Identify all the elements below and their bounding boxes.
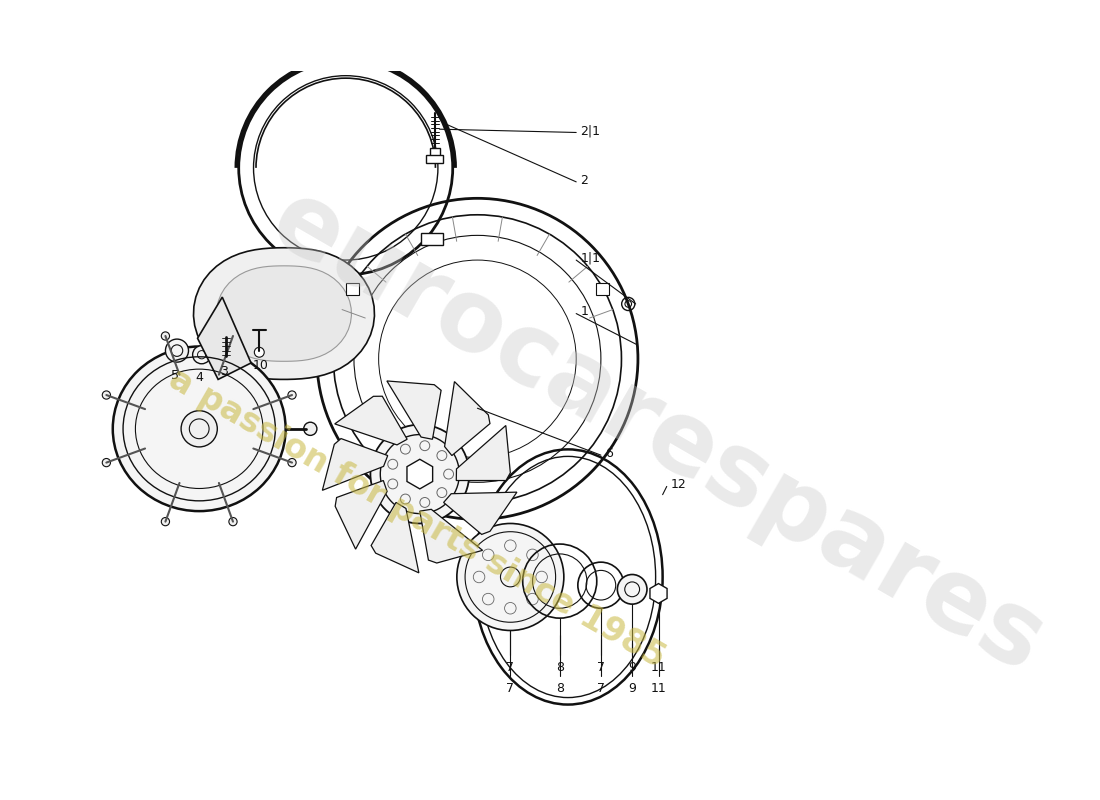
Text: 2|1: 2|1 bbox=[581, 124, 601, 138]
Circle shape bbox=[229, 332, 238, 340]
Text: 11: 11 bbox=[650, 661, 667, 674]
Polygon shape bbox=[427, 154, 443, 163]
Text: 10: 10 bbox=[253, 359, 268, 372]
Text: 2: 2 bbox=[581, 174, 589, 186]
Polygon shape bbox=[387, 381, 441, 439]
Polygon shape bbox=[198, 297, 251, 379]
Text: 7: 7 bbox=[506, 682, 515, 694]
Circle shape bbox=[162, 518, 169, 526]
Polygon shape bbox=[443, 492, 517, 534]
Text: 7: 7 bbox=[597, 682, 605, 694]
Text: 11: 11 bbox=[650, 682, 667, 694]
Text: 12: 12 bbox=[671, 478, 686, 491]
Polygon shape bbox=[407, 459, 432, 489]
Polygon shape bbox=[650, 583, 667, 603]
Circle shape bbox=[221, 352, 232, 364]
Polygon shape bbox=[420, 510, 483, 563]
Circle shape bbox=[229, 518, 238, 526]
Circle shape bbox=[102, 458, 110, 466]
Polygon shape bbox=[430, 148, 440, 158]
Circle shape bbox=[288, 458, 296, 466]
Text: eurocarespares: eurocarespares bbox=[253, 172, 1060, 694]
Text: 9: 9 bbox=[628, 682, 636, 694]
Polygon shape bbox=[336, 481, 387, 549]
Polygon shape bbox=[194, 248, 374, 379]
Circle shape bbox=[162, 332, 169, 340]
Polygon shape bbox=[334, 396, 407, 445]
Text: 7: 7 bbox=[597, 661, 605, 674]
Circle shape bbox=[165, 339, 188, 362]
Text: 9: 9 bbox=[628, 661, 636, 674]
Polygon shape bbox=[346, 282, 360, 295]
Polygon shape bbox=[595, 282, 608, 295]
Polygon shape bbox=[217, 266, 351, 362]
Text: 4: 4 bbox=[196, 371, 204, 384]
Text: 1: 1 bbox=[581, 306, 589, 318]
Text: a passion for parts since 1985: a passion for parts since 1985 bbox=[163, 362, 671, 674]
Circle shape bbox=[617, 574, 647, 604]
Circle shape bbox=[288, 391, 296, 399]
Text: 5: 5 bbox=[170, 369, 178, 382]
Text: 7: 7 bbox=[506, 661, 515, 674]
Text: 8: 8 bbox=[556, 661, 563, 674]
Text: 1|1: 1|1 bbox=[581, 252, 601, 265]
Text: 8: 8 bbox=[556, 682, 563, 694]
Text: 6: 6 bbox=[605, 447, 613, 460]
Ellipse shape bbox=[113, 346, 286, 511]
Polygon shape bbox=[371, 502, 419, 573]
Circle shape bbox=[102, 391, 110, 399]
Circle shape bbox=[304, 422, 317, 435]
Circle shape bbox=[182, 410, 218, 447]
Circle shape bbox=[456, 523, 564, 630]
Polygon shape bbox=[421, 234, 442, 245]
Circle shape bbox=[192, 346, 211, 364]
Circle shape bbox=[371, 425, 470, 523]
Polygon shape bbox=[322, 438, 387, 490]
Circle shape bbox=[254, 347, 264, 357]
Polygon shape bbox=[444, 382, 490, 455]
Text: 3: 3 bbox=[220, 365, 228, 378]
Polygon shape bbox=[456, 426, 510, 481]
